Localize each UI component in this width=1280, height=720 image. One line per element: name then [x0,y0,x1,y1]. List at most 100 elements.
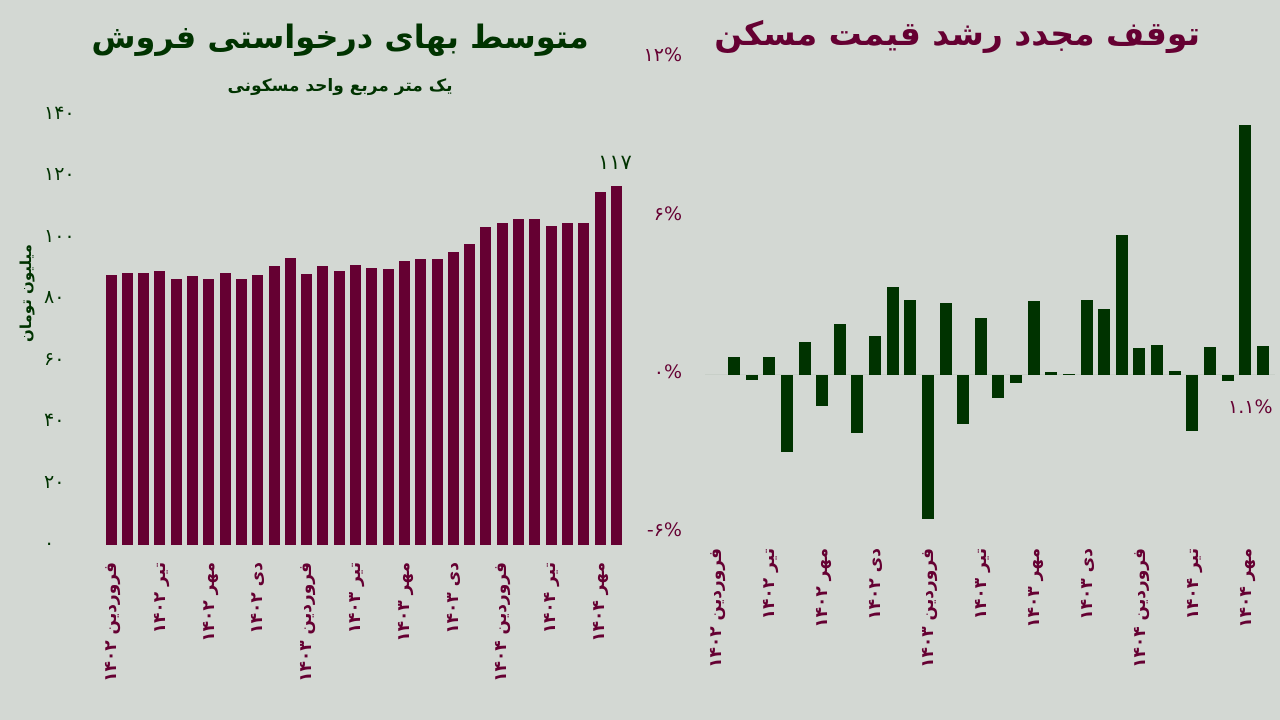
right-bar [886,287,899,375]
right-bar [851,375,864,434]
left-bar [284,257,296,545]
right-bar [1256,345,1269,375]
left-bar [594,192,606,545]
left-last-value-label: ۱۱۷ [598,150,632,174]
right-bar [921,375,934,520]
right-bar [1080,300,1093,375]
right-bar [763,357,776,375]
right-bar [1010,375,1023,383]
left-bar [252,274,264,545]
right-x-tick: فروردین ۱۴۰۴ [1130,548,1150,668]
left-bar [382,268,394,545]
right-bar [1062,373,1075,375]
left-bar [431,259,443,545]
right-bar [1221,375,1234,381]
left-bar [561,222,573,545]
right-bar [974,318,987,375]
right-bar [1204,347,1216,375]
left-bar [496,223,508,545]
left-x-tick: دی ۱۴۰۳ [442,562,463,634]
right-bar [904,300,917,375]
right-zero-line [705,374,1275,375]
left-bar [301,273,313,545]
left-bar [513,219,524,545]
left-x-tick: مهر ۱۴۰۳ [393,562,414,642]
left-y-tick: ۲۰ [44,470,65,493]
left-bar [154,270,166,545]
left-bar [138,273,150,545]
left-x-tick: فروردین ۱۴۰۴ [491,562,512,682]
left-bar [219,272,231,545]
left-y-tick: ۱۲۰ [44,163,75,186]
left-x-tick: مهر ۱۴۰۴ [589,562,609,642]
right-bar [798,341,811,375]
left-y-axis-label: میلیون تومان [17,244,35,342]
right-y-tick: -۶% [646,519,682,542]
left-y-tick: ۸۰ [44,286,65,309]
right-bar [957,375,970,424]
left-bar [121,273,133,545]
right-bar [745,375,758,381]
right-x-tick: دی ۱۴۰۲ [865,548,885,620]
left-y-tick: ۱۰۰ [44,224,75,247]
right-y-tick: ۱۲% [643,44,682,67]
left-chart-title: متوسط بهای درخواستی فروش [91,18,589,56]
right-bar [1115,234,1128,375]
left-bar [578,223,590,545]
right-bar [939,303,952,375]
right-x-tick: تیر ۱۴۰۴ [1183,548,1203,620]
left-bar [235,279,247,545]
left-y-tick: ۰ [44,532,55,554]
right-bar [780,375,793,452]
left-bar [268,265,280,545]
right-bar [1168,371,1181,375]
right-x-tick: مهر ۱۴۰۴ [1236,548,1256,628]
left-bar [447,251,459,545]
left-y-tick: ۶۰ [44,347,65,370]
left-y-tick: ۱۴۰ [44,102,75,124]
left-bar [333,270,345,545]
left-bar [203,279,215,545]
right-bar [869,336,882,375]
left-x-tick: مهر ۱۴۰۲ [198,562,219,642]
right-x-tick: تیر ۱۴۰۳ [971,548,991,620]
right-x-tick: مهر ۱۴۰۳ [1024,548,1044,628]
left-chart-subtitle: یک متر مربع واحد مسکونی [227,76,453,96]
right-bar [1027,301,1040,375]
right-bar [1098,309,1111,375]
left-x-tick: تیر ۱۴۰۲ [149,562,170,634]
left-bar [464,244,476,545]
right-x-tick: مهر ۱۴۰۲ [812,548,832,628]
left-bar [480,227,492,545]
left-x-tick: دی ۱۴۰۲ [247,562,268,634]
left-bar [398,260,410,545]
left-bar [610,185,622,545]
left-bar [545,226,557,545]
right-bar [728,357,740,375]
left-bar [529,219,541,545]
left-x-tick: فروردین ۱۴۰۳ [296,562,317,682]
right-x-tick: دی ۱۴۰۳ [1077,548,1097,620]
left-x-tick: تیر ۱۴۰۳ [345,562,365,634]
left-y-tick: ۴۰ [44,409,65,432]
right-x-tick: فروردین ۱۴۰۲ [706,548,726,668]
right-bar [833,324,846,375]
left-bar [170,279,182,545]
right-y-tick: ۰% [653,361,682,383]
right-y-tick: ۶% [653,202,682,225]
left-bar [350,264,361,545]
right-chart-title: توقف مجدد رشد قیمت مسکن [714,14,1200,53]
right-bar [1186,375,1199,432]
right-bar [1045,372,1058,375]
right-x-tick: تیر ۱۴۰۲ [759,548,779,620]
right-x-tick: فروردین ۱۴۰۳ [918,548,938,668]
right-bar [1133,348,1146,375]
left-bar [415,259,427,545]
left-x-tick: تیر ۱۴۰۴ [540,562,561,634]
left-bar [366,267,378,545]
left-bar [105,274,117,545]
right-last-value-label: ۱.۱% [1228,396,1273,418]
left-bar [317,265,329,545]
right-bar [992,375,1005,399]
right-bar [1239,124,1252,375]
